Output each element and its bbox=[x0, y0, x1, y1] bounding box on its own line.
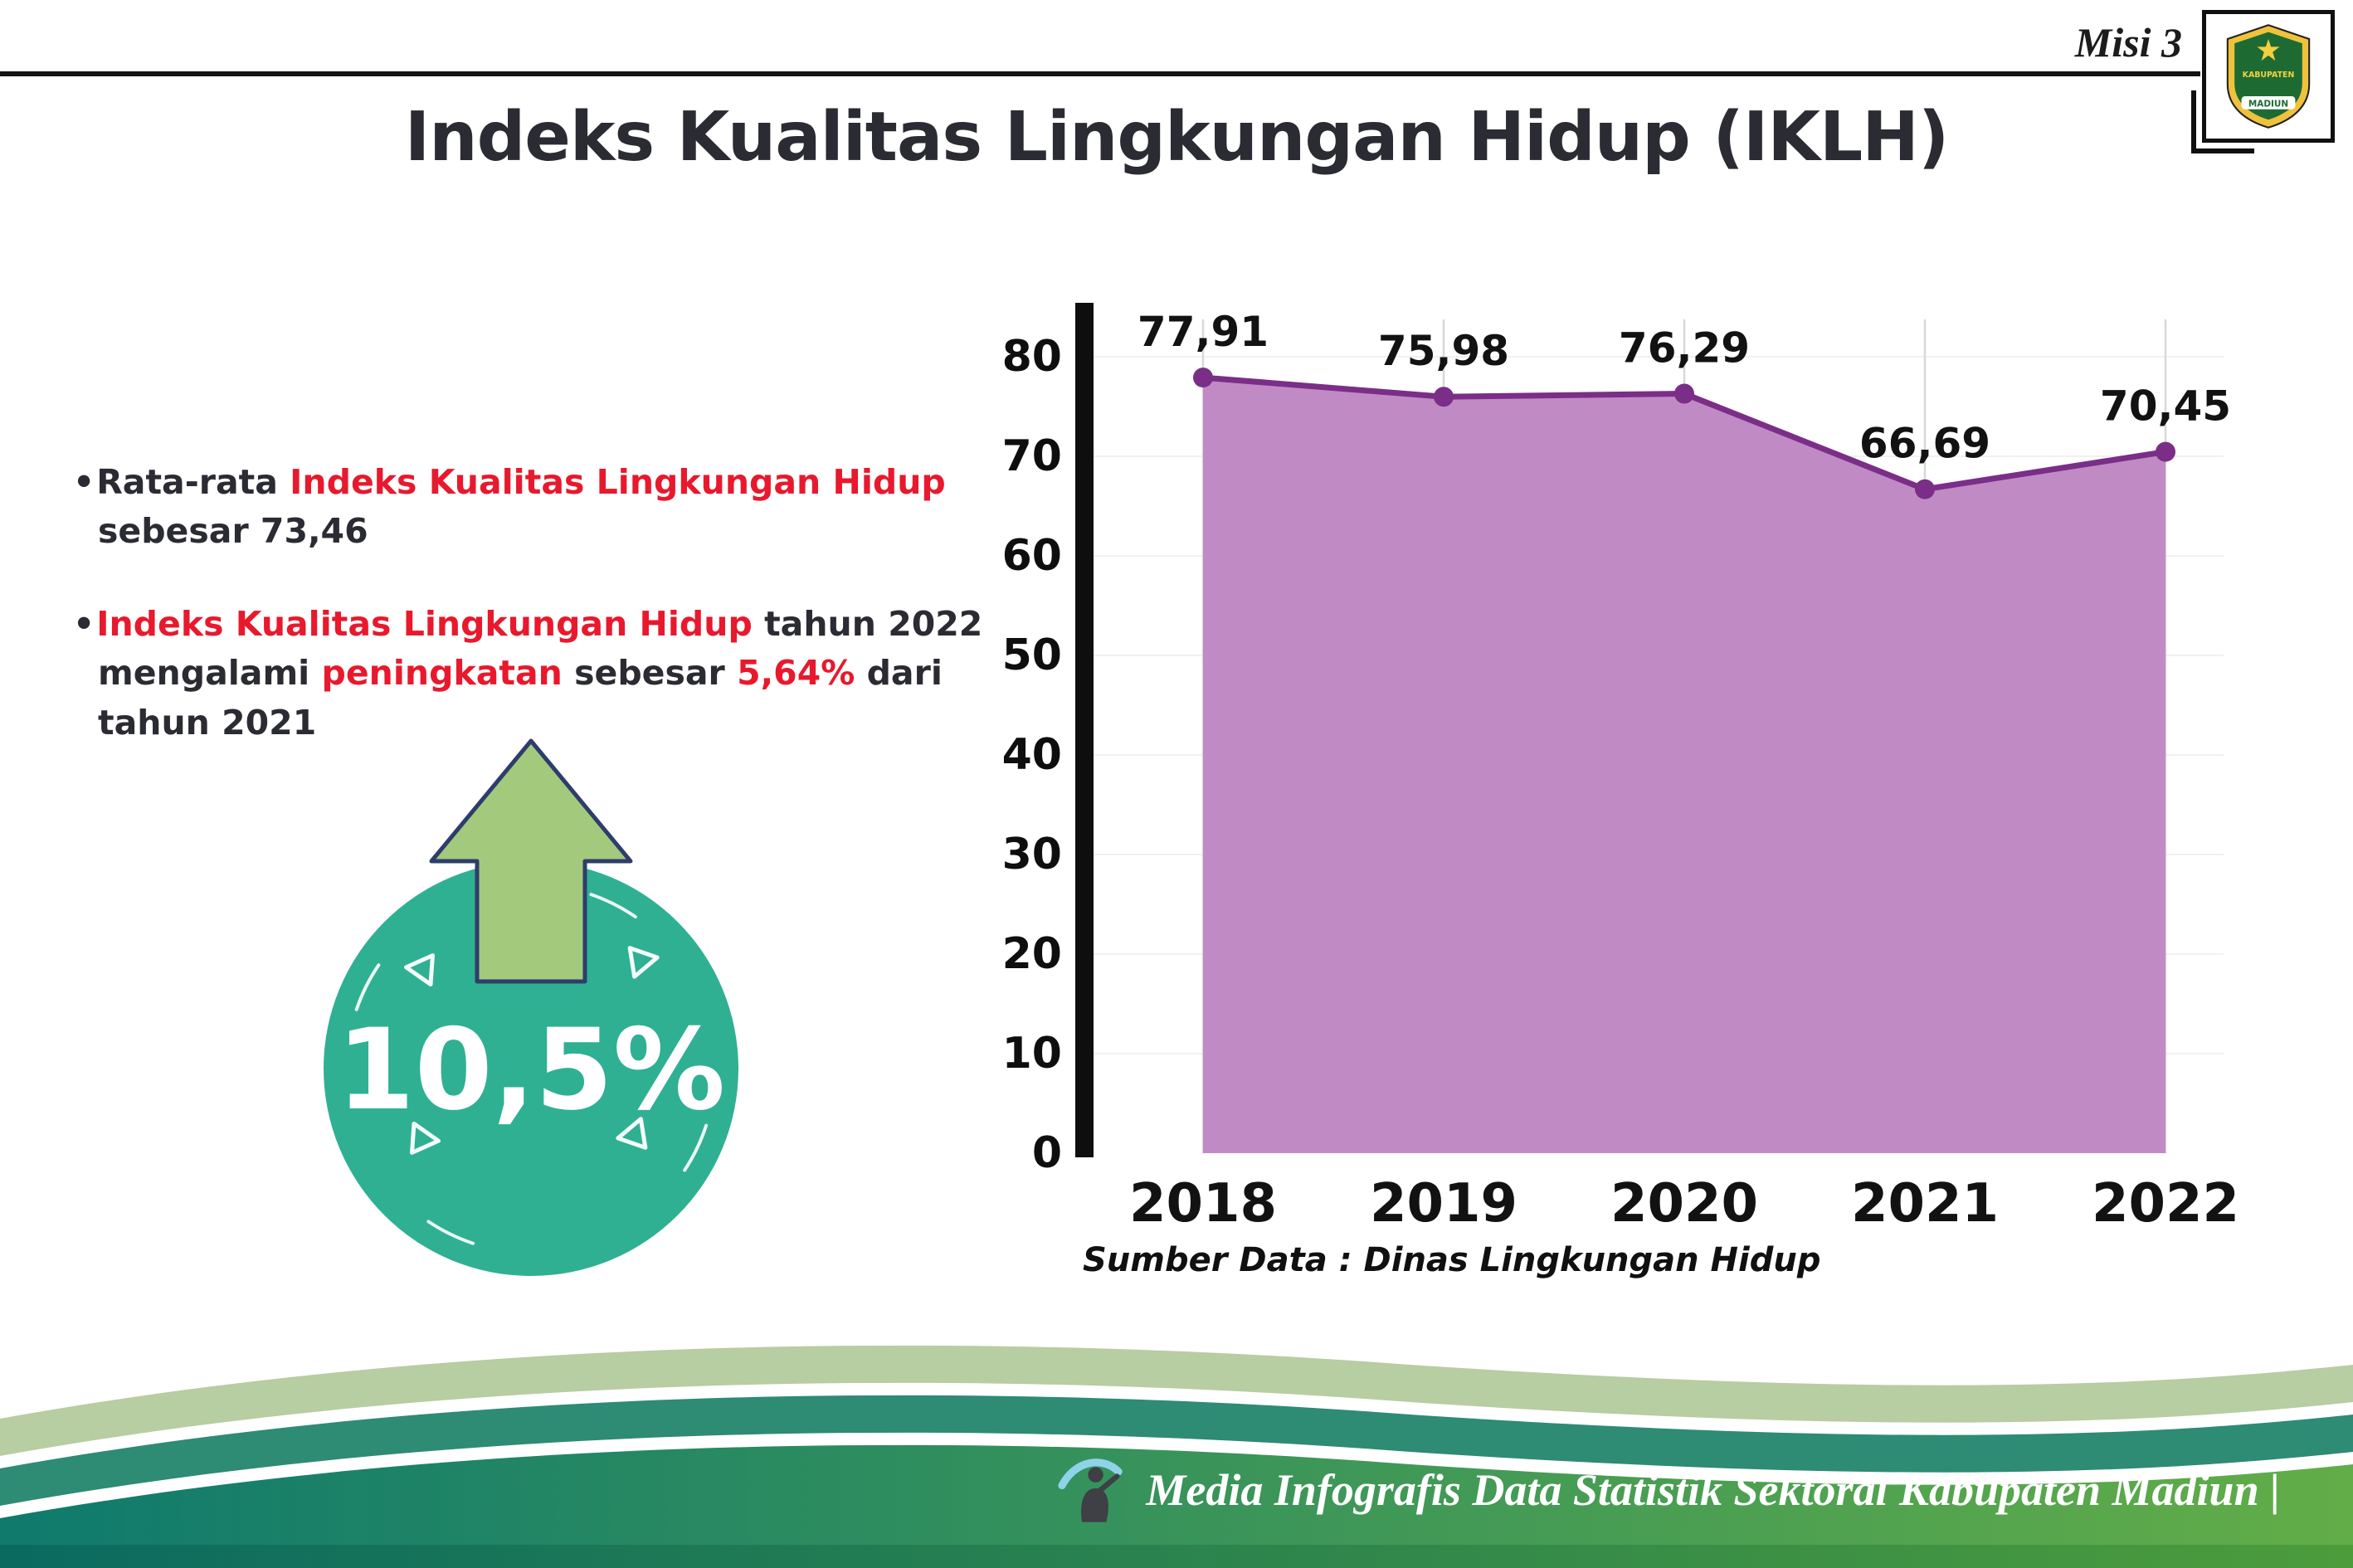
y-tick-label: 60 bbox=[1002, 531, 1062, 581]
header-rule bbox=[0, 71, 2200, 76]
badge-circle bbox=[324, 861, 738, 1276]
body-text: dari tahun 2021 bbox=[98, 653, 943, 743]
data-point bbox=[1915, 479, 1935, 499]
bottom-strip bbox=[0, 1545, 2353, 1568]
body-text: Rata-rata bbox=[96, 462, 290, 502]
x-category-label: 2020 bbox=[1610, 1173, 1758, 1234]
media-infografis-icon bbox=[1058, 1458, 1123, 1522]
iklh-chart: 77,91 75,98 76,29 66,69 70,45 0 10 20 30 40 50 60 70… bbox=[929, 290, 2298, 1261]
highlighted-text: Indeks Kualitas Lingkungan Hidup bbox=[290, 462, 946, 502]
badge-percentage: 10,5% bbox=[337, 1005, 725, 1135]
y-tick-label: 40 bbox=[1002, 730, 1062, 780]
chart-source: Sumber Data : Dinas Lingkungan Hidup bbox=[1083, 1241, 1821, 1279]
page-title: Indeks Kualitas Lingkungan Hidup (IKLH) bbox=[404, 98, 1950, 177]
data-label: 75,98 bbox=[1378, 327, 1509, 375]
area-fill bbox=[1203, 377, 2165, 1153]
star-icon bbox=[2257, 39, 2280, 61]
data-label: 76,29 bbox=[1619, 324, 1750, 373]
data-label: 70,45 bbox=[2100, 382, 2231, 431]
data-point bbox=[1674, 383, 1694, 404]
triangle-decoration bbox=[404, 953, 435, 987]
kabupaten-madiun-logo: KABUPATEN MADIUN bbox=[2191, 10, 2335, 153]
y-tick-label: 10 bbox=[1002, 1029, 1062, 1079]
body-text: sebesar 73,46 bbox=[98, 511, 368, 552]
x-category-label: 2021 bbox=[1851, 1173, 1999, 1234]
data-point bbox=[1434, 387, 1454, 407]
body-text: tahun 2022 mengalami bbox=[98, 603, 983, 694]
y-axis bbox=[1075, 303, 1094, 1157]
up-arrow-icon bbox=[429, 738, 633, 984]
x-category-label: 2019 bbox=[1370, 1173, 1518, 1234]
y-tick-label: 0 bbox=[1032, 1128, 1062, 1178]
crest-bottom-text: MADIUN bbox=[2248, 100, 2288, 110]
y-tick-label: 30 bbox=[1002, 830, 1062, 879]
bullet-marker: • bbox=[73, 603, 95, 644]
footer-text: Media Infografis Data Statistik Sektoral… bbox=[1146, 1465, 2280, 1515]
y-tick-label: 50 bbox=[1002, 631, 1062, 680]
data-point bbox=[2156, 441, 2175, 462]
x-category-label: 2022 bbox=[2092, 1173, 2239, 1234]
increase-badge: 10,5% bbox=[299, 720, 763, 1293]
triangle-decoration bbox=[627, 946, 660, 979]
footer-caption: Media Infografis Data Statistik Sektoral… bbox=[1053, 1452, 2280, 1528]
data-label: 66,69 bbox=[1859, 420, 1990, 468]
x-category-label: 2018 bbox=[1129, 1173, 1277, 1234]
chart-svg: 77,91 75,98 76,29 66,69 70,45 0 10 20 30 40 50 60 70… bbox=[1002, 303, 2239, 1234]
misi-label: Misi 3 bbox=[2074, 19, 2182, 66]
bullet-item: •Indeks Kualitas Lingkungan Hidup tahun … bbox=[73, 600, 1031, 747]
bullet-list: •Rata-rata Indeks Kualitas Lingkungan Hi… bbox=[73, 458, 1031, 791]
bullet-item: •Rata-rata Indeks Kualitas Lingkungan Hi… bbox=[73, 458, 1031, 557]
triangle-decoration bbox=[410, 1121, 441, 1155]
highlighted-text: peningkatan bbox=[321, 653, 563, 694]
wave-gradient-band bbox=[0, 1444, 2353, 1568]
body-text: sebesar bbox=[562, 653, 738, 694]
y-tick-label: 80 bbox=[1002, 332, 1062, 382]
kabupaten-madiun-crest: KABUPATEN MADIUN bbox=[2226, 24, 2311, 129]
highlighted-text: 5,64% bbox=[737, 653, 855, 694]
footer-waves bbox=[0, 1345, 2353, 1568]
crest-top-text: KABUPATEN bbox=[2243, 71, 2295, 80]
bullet-marker: • bbox=[73, 462, 95, 502]
y-tick-label: 20 bbox=[1002, 929, 1062, 979]
highlighted-text: Indeks Kualitas Lingkungan Hidup bbox=[96, 603, 753, 644]
data-label: 77,91 bbox=[1138, 308, 1269, 356]
logo-corner-accent bbox=[2191, 90, 2254, 153]
y-tick-label: 70 bbox=[1002, 431, 1062, 481]
data-point bbox=[1193, 368, 1213, 388]
badge-ring-decoration bbox=[345, 883, 717, 1254]
triangle-decoration bbox=[616, 1117, 648, 1150]
